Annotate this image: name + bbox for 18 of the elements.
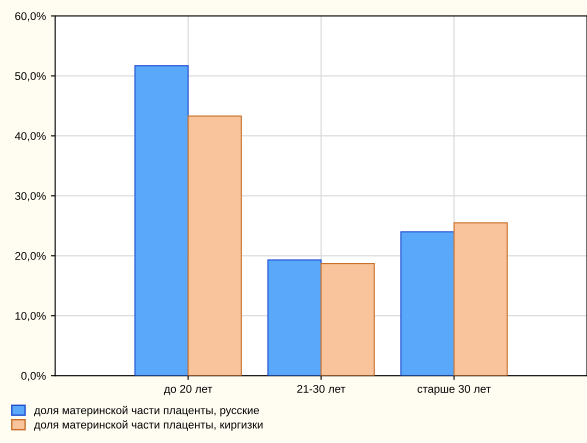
y-tick-label: 20,0% (15, 252, 46, 262)
y-tick-label: 50,0% (15, 72, 46, 82)
legend-label: доля материнской части плаценты, русские (34, 406, 259, 416)
y-tick-label: 60,0% (15, 12, 46, 22)
bar (134, 65, 189, 376)
y-tick-label: 30,0% (15, 192, 46, 202)
x-tick-label: 21-30 лет (297, 384, 346, 393)
bar (400, 231, 455, 376)
bar (320, 263, 375, 376)
x-tick-label: до 20 лет (164, 384, 212, 395)
bar (267, 259, 322, 376)
y-tick-label: 10,0% (15, 312, 46, 322)
legend-label: доля материнской части плаценты, киргизки (34, 420, 263, 431)
x-tick-label: старше 30 лет (418, 384, 491, 396)
y-tick-label: 0,0% (21, 372, 46, 382)
bar (453, 222, 508, 376)
y-tick-label: 40,0% (14, 132, 46, 142)
bar (188, 116, 242, 376)
